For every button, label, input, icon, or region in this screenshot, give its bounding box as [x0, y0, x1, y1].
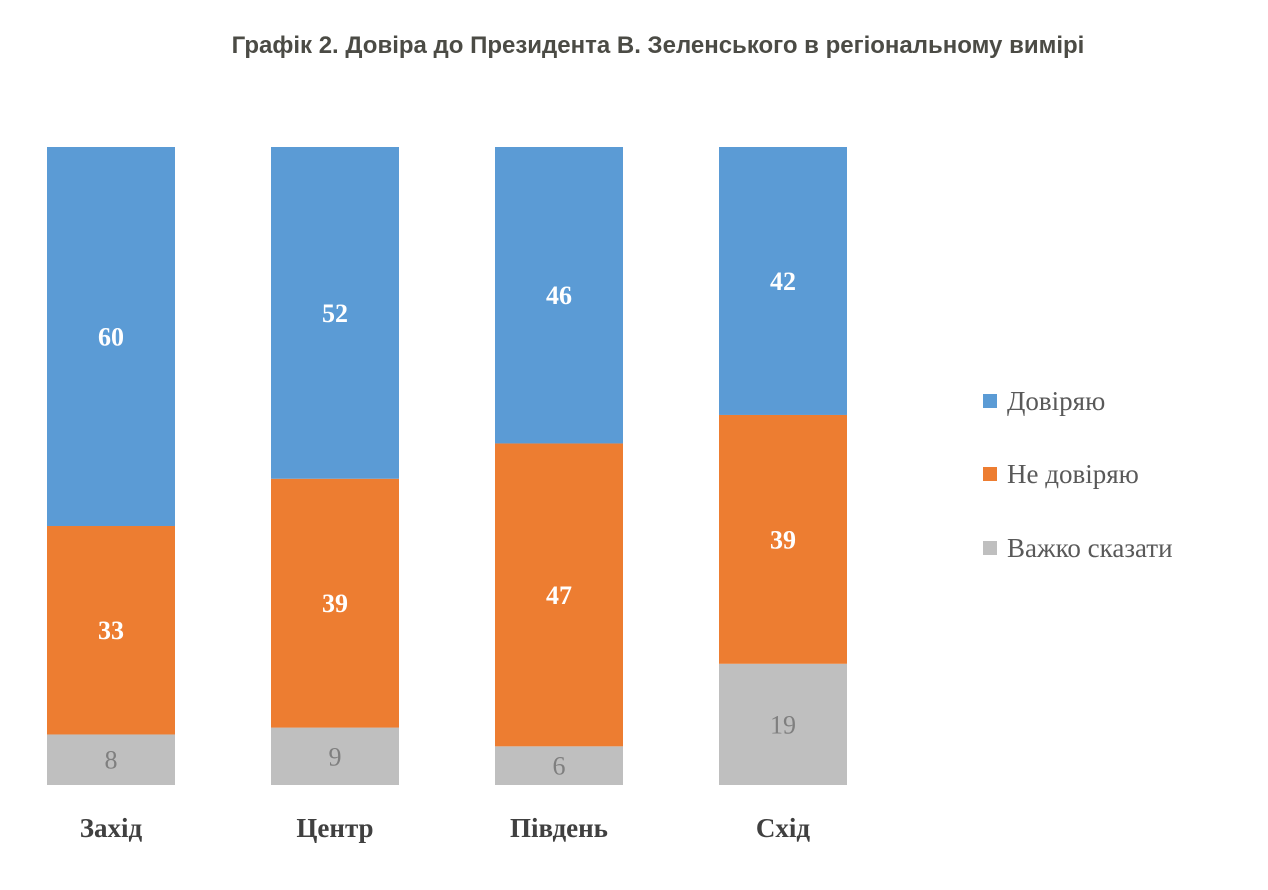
- data-label: 47: [546, 581, 572, 610]
- data-label: 33: [98, 616, 124, 645]
- data-label: 9: [329, 742, 342, 771]
- legend-label: Довіряю: [1007, 386, 1105, 416]
- category-label: Центр: [296, 813, 373, 843]
- bar-segment: [271, 478, 399, 728]
- data-label: 19: [770, 710, 796, 739]
- bar-segment: [495, 443, 623, 747]
- bar-segment: [719, 663, 847, 785]
- data-label: 42: [770, 267, 796, 296]
- bar-segment: [719, 147, 847, 415]
- legend-label: Важко сказати: [1007, 533, 1173, 563]
- data-label: 6: [553, 752, 566, 781]
- legend-label: Не довіряю: [1007, 459, 1139, 489]
- bar-segment: [47, 526, 175, 735]
- bar-segment: [271, 727, 399, 785]
- legend-swatch: [983, 467, 997, 481]
- data-label: 39: [770, 525, 796, 554]
- bar-segment: [271, 147, 399, 479]
- category-label: Захід: [80, 813, 143, 843]
- bar-segment: [47, 147, 175, 527]
- data-label: 8: [105, 746, 118, 775]
- legend-swatch: [983, 541, 997, 555]
- data-label: 60: [98, 323, 124, 352]
- category-label: Схід: [756, 813, 811, 843]
- bar-segment: [495, 746, 623, 785]
- chart-title: Графік 2. Довіра до Президента В. Зеленс…: [0, 32, 1268, 60]
- legend-swatch: [983, 394, 997, 408]
- data-label: 39: [322, 589, 348, 618]
- data-label: 52: [322, 299, 348, 328]
- chart-title-text: Графік 2. Довіра до Президента В. Зеленс…: [231, 32, 1085, 59]
- data-label: 46: [546, 281, 572, 310]
- bar-segment: [47, 734, 175, 785]
- category-label: Південь: [510, 813, 608, 843]
- bar-segment: [495, 147, 623, 444]
- bar-segment: [719, 414, 847, 664]
